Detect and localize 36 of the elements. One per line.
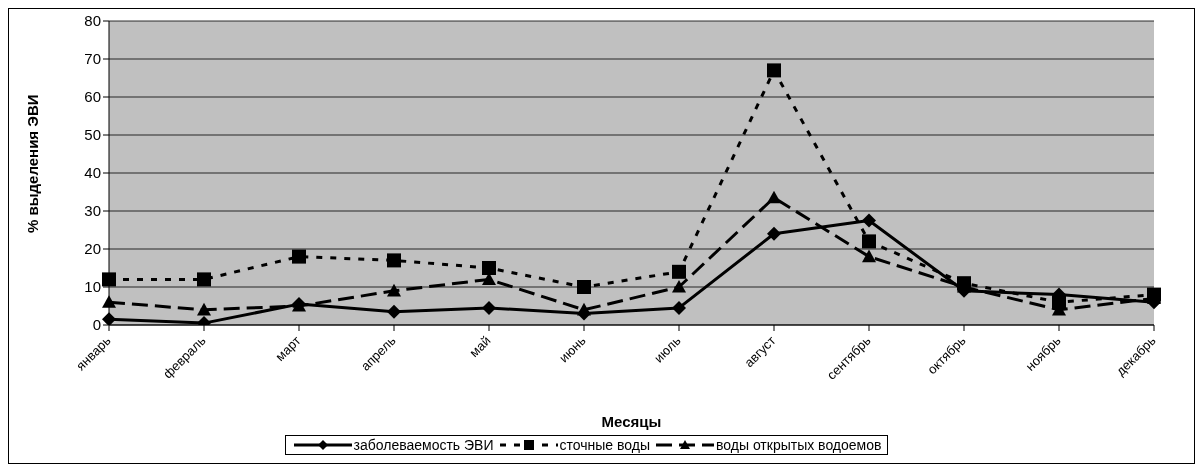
point [672,264,686,279]
point [197,272,211,287]
point [387,304,401,319]
point [672,280,686,293]
legend-label: сточные воды [559,437,650,453]
point [767,226,781,241]
point [102,312,116,325]
point [577,280,591,294]
y-tick-label: 70 [84,50,101,68]
x-axis-title: Месяцы [601,413,662,430]
point [672,300,686,315]
point [767,190,781,204]
y-tick-label: 30 [84,202,101,220]
y-tick-label: 10 [84,278,101,296]
point [387,253,401,268]
point [102,272,116,287]
point [197,302,211,316]
y-tick-label: 0 [92,316,101,334]
point [482,261,496,275]
x-tick-label: май [466,332,494,361]
y-tick-label: 50 [84,126,101,144]
point [767,63,781,78]
legend-label: заболеваемость ЭВИ [353,437,494,453]
y-tick-label: 40 [84,164,101,182]
point [862,249,876,263]
point [862,234,876,249]
y-tick-label: 80 [84,12,101,30]
point [862,213,876,228]
point [102,295,116,308]
y-tick-label: 60 [84,88,101,106]
y-axis-title: % выделения ЭВИ [24,94,42,233]
point [292,249,306,264]
point [482,300,496,315]
y-tick-label: 20 [84,240,101,258]
point [387,283,401,297]
legend-label: воды открытых водоемов [716,437,882,453]
